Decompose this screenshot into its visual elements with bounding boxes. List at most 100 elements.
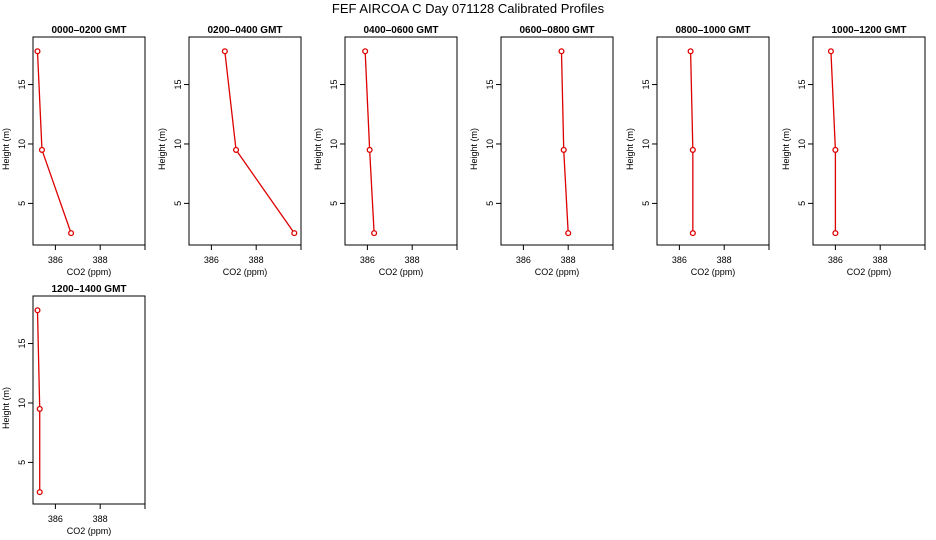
- panel-title: 0200–0400 GMT: [207, 25, 282, 36]
- y-axis-label: Height (m): [157, 128, 167, 170]
- panel-title: 1000–1200 GMT: [831, 25, 906, 36]
- y-tick-label: 15: [485, 80, 495, 90]
- x-tick-label: 388: [249, 255, 264, 265]
- data-point: [832, 146, 839, 153]
- y-tick-label: 5: [17, 201, 27, 206]
- x-axis-label: CO2 (ppm): [847, 267, 892, 277]
- data-point: [827, 48, 834, 55]
- profile-line: [364, 51, 375, 234]
- profile-panel-3: 0400–0600 GMT 386 388 5 10 15 CO2 (ppm) Height …: [313, 25, 458, 277]
- x-tick-label: 386: [48, 514, 63, 524]
- profile-panel-1: 0000–0200 GMT 386 388 5 10 15 CO2 (ppm) Height …: [1, 25, 146, 277]
- data-point: [221, 48, 228, 55]
- x-tick-label: 388: [561, 255, 576, 265]
- data-point: [558, 48, 565, 55]
- y-axis-label: Height (m): [1, 387, 11, 429]
- panel-title: 1200–1400 GMT: [51, 284, 126, 295]
- y-tick-label: 10: [641, 139, 651, 149]
- x-tick-label: 386: [516, 255, 531, 265]
- x-tick-label: 388: [405, 255, 420, 265]
- profile-line: [830, 51, 837, 234]
- data-point: [565, 230, 572, 237]
- panel-title: 0800–1000 GMT: [675, 25, 750, 36]
- y-tick-label: 15: [641, 80, 651, 90]
- x-tick-label: 386: [360, 255, 375, 265]
- y-tick-label: 5: [173, 201, 183, 206]
- data-point: [366, 146, 373, 153]
- y-axis-label: Height (m): [313, 128, 323, 170]
- profile-line: [224, 51, 295, 234]
- data-point: [362, 48, 369, 55]
- x-tick-label: 388: [93, 514, 108, 524]
- data-point: [689, 230, 696, 237]
- y-tick-label: 15: [329, 80, 339, 90]
- y-axis-label: Height (m): [1, 128, 11, 170]
- x-tick-label: 388: [873, 255, 888, 265]
- data-point: [689, 146, 696, 153]
- data-point: [560, 146, 567, 153]
- y-tick-label: 5: [329, 201, 339, 206]
- data-point: [832, 230, 839, 237]
- x-axis-label: CO2 (ppm): [67, 267, 112, 277]
- profile-panel-6: 1000–1200 GMT 386 388 5 10 15 CO2 (ppm) Height …: [781, 25, 926, 277]
- plot-frame: [656, 36, 770, 246]
- data-point: [38, 146, 46, 153]
- profile-line: [36, 51, 72, 234]
- y-tick-label: 5: [641, 201, 651, 206]
- y-tick-label: 5: [17, 460, 27, 465]
- plot-frame: [32, 295, 146, 505]
- plot-frame: [812, 36, 926, 246]
- data-point: [36, 405, 43, 412]
- y-tick-label: 15: [173, 80, 183, 90]
- y-tick-label: 10: [17, 139, 27, 149]
- x-axis-label: CO2 (ppm): [691, 267, 736, 277]
- x-axis-label: CO2 (ppm): [67, 526, 112, 536]
- x-tick-label: 386: [828, 255, 843, 265]
- plot-frame: [32, 36, 146, 246]
- x-tick-label: 388: [717, 255, 732, 265]
- x-axis-label: CO2 (ppm): [223, 267, 268, 277]
- y-tick-label: 10: [797, 139, 807, 149]
- profile-panel-7: 1200–1400 GMT 386 388 5 10 15 CO2 (ppm) Height …: [1, 284, 146, 536]
- data-point: [687, 48, 694, 55]
- x-axis-label: CO2 (ppm): [379, 267, 424, 277]
- panel-title: 0000–0200 GMT: [51, 25, 126, 36]
- x-tick-label: 388: [93, 255, 108, 265]
- profile-panel-4: 0600–0800 GMT 386 388 5 10 15 CO2 (ppm) Height …: [469, 25, 614, 277]
- x-tick-label: 386: [204, 255, 219, 265]
- y-axis-label: Height (m): [469, 128, 479, 170]
- y-axis-label: Height (m): [625, 128, 635, 170]
- x-axis-label: CO2 (ppm): [535, 267, 580, 277]
- y-tick-label: 15: [17, 80, 27, 90]
- panel-title: 0600–0800 GMT: [519, 25, 594, 36]
- plot-frame: [188, 36, 302, 246]
- y-axis-label: Height (m): [781, 128, 791, 170]
- panel-title: 0400–0600 GMT: [363, 25, 438, 36]
- profile-panel-5: 0800–1000 GMT 386 388 5 10 15 CO2 (ppm) Height …: [625, 25, 770, 277]
- y-tick-label: 10: [329, 139, 339, 149]
- y-tick-label: 10: [17, 398, 27, 408]
- data-point: [34, 48, 41, 55]
- x-tick-label: 386: [48, 255, 63, 265]
- data-point: [232, 146, 240, 153]
- y-tick-label: 5: [485, 201, 495, 206]
- data-point: [371, 230, 378, 237]
- data-point: [34, 307, 41, 314]
- y-tick-label: 10: [173, 139, 183, 149]
- data-point: [291, 230, 298, 237]
- profile-line: [36, 310, 41, 493]
- x-tick-label: 386: [672, 255, 687, 265]
- y-tick-label: 15: [797, 80, 807, 90]
- y-tick-label: 5: [797, 201, 807, 206]
- profile-line: [689, 51, 694, 234]
- plot-frame: [344, 36, 458, 246]
- y-tick-label: 15: [17, 339, 27, 349]
- figure-title: FEF AIRCOA C Day 071128 Calibrated Profi…: [331, 1, 605, 16]
- y-tick-label: 10: [485, 139, 495, 149]
- profile-panel-2: 0200–0400 GMT 386 388 5 10 15 CO2 (ppm) Height …: [157, 25, 302, 277]
- data-point: [68, 230, 75, 237]
- data-point: [36, 489, 43, 496]
- profile-line: [560, 51, 569, 234]
- plot-frame: [500, 36, 614, 246]
